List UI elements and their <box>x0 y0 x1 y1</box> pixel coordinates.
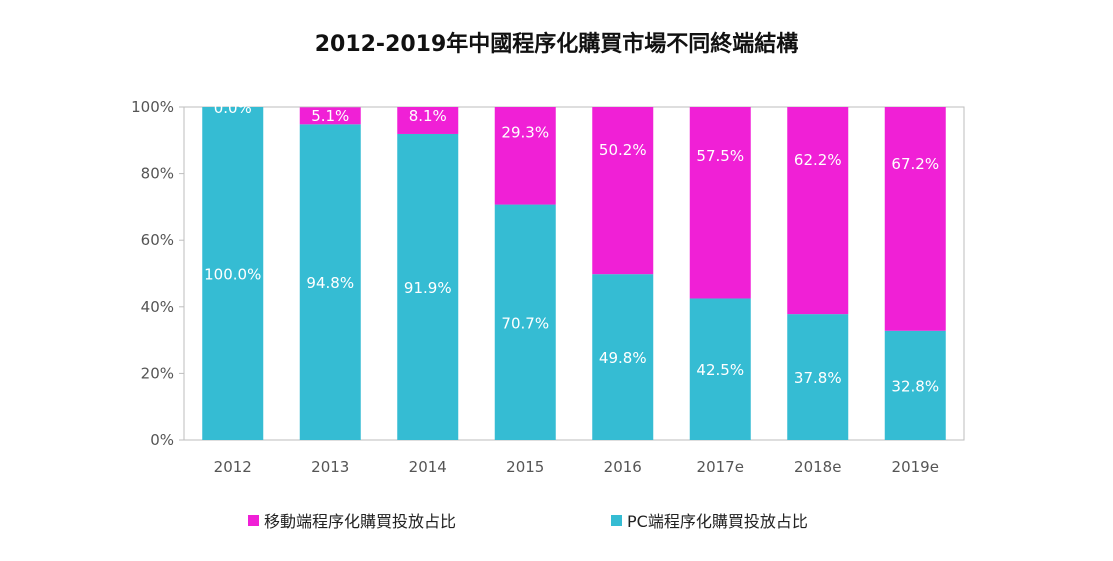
pc-bar <box>494 204 556 440</box>
y-tick-label: 0% <box>150 431 174 449</box>
pc-value-label: 91.9% <box>404 279 452 297</box>
mobile-bar <box>884 107 946 331</box>
pc-bar <box>884 330 946 440</box>
mobile-value-label: 5.1% <box>311 107 349 125</box>
pc-bar <box>397 133 459 440</box>
x-tick-label: 2013 <box>311 458 349 476</box>
x-tick-label: 2017e <box>697 458 744 476</box>
mobile-value-label: 57.5% <box>696 147 744 165</box>
mobile-value-label: 50.2% <box>599 141 647 159</box>
chart-legend: 移動端程序化購買投放占比 PC端程序化購買投放占比 <box>0 508 1113 532</box>
pc-value-label: 70.7% <box>501 314 549 332</box>
legend-label: 移動端程序化購買投放占比 <box>264 512 457 531</box>
mobile-value-label: 29.3% <box>501 123 549 141</box>
legend-swatch <box>248 514 259 526</box>
y-tick-label: 40% <box>141 298 174 316</box>
mobile-bar <box>397 107 459 134</box>
pc-value-label: 49.8% <box>599 349 647 367</box>
pc-value-label: 37.8% <box>794 369 842 387</box>
mobile-bar <box>494 107 556 205</box>
mobile-bar <box>299 107 361 125</box>
y-tick-label: 60% <box>141 231 174 249</box>
pc-bar <box>787 314 849 440</box>
x-tick-label: 2015 <box>506 458 544 476</box>
pc-value-label: 94.8% <box>306 274 354 292</box>
pc-value-label: 42.5% <box>696 361 744 379</box>
legend-label: PC端程序化購買投放占比 <box>627 512 808 531</box>
legend-swatch <box>611 514 622 526</box>
plot-frame <box>183 106 965 441</box>
mobile-value-label: 0.0% <box>214 99 252 117</box>
legend-item-pc: PC端程序化購買投放占比 <box>611 508 808 532</box>
pc-value-label: 32.8% <box>891 377 939 395</box>
x-tick-label: 2014 <box>409 458 447 476</box>
y-tick-label: 80% <box>141 165 174 183</box>
x-tick-label: 2018e <box>794 458 841 476</box>
chart-title: 2012-2019年中國程序化購買市場不同終端結構 <box>314 32 799 57</box>
pc-value-label: 100.0% <box>204 266 261 284</box>
pc-bar <box>689 298 751 440</box>
pc-bar <box>202 107 264 440</box>
mobile-bar <box>689 107 751 299</box>
y-tick-label: 100% <box>131 98 174 116</box>
y-tick-label: 20% <box>141 364 174 382</box>
pc-bar <box>592 274 654 440</box>
x-tick-label: 2019e <box>892 458 939 476</box>
mobile-bar <box>592 107 654 275</box>
x-tick-label: 2012 <box>214 458 252 476</box>
mobile-value-label: 62.2% <box>794 151 842 169</box>
legend-item-mobile: 移動端程序化購買投放占比 <box>248 508 456 532</box>
mobile-bar <box>787 107 849 315</box>
x-tick-label: 2016 <box>604 458 642 476</box>
mobile-value-label: 67.2% <box>891 155 939 173</box>
pc-bar <box>299 124 361 440</box>
mobile-value-label: 8.1% <box>409 107 447 125</box>
